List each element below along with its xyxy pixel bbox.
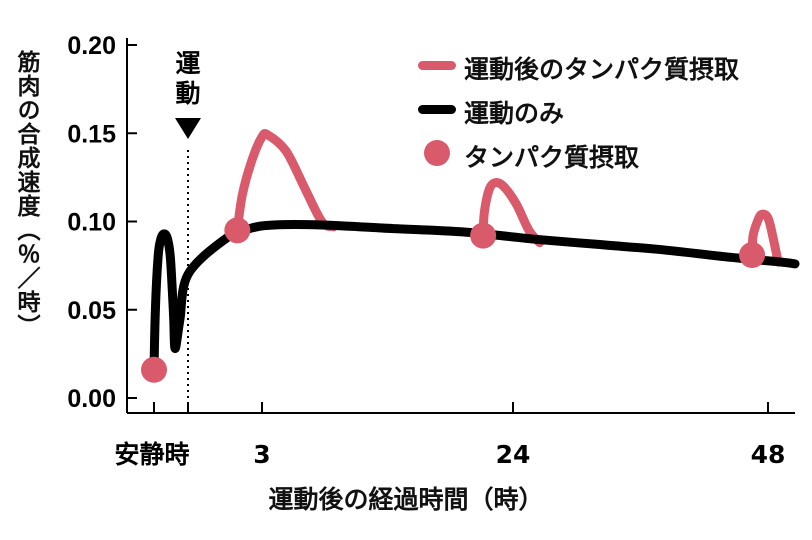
y-axis-label: 筋肉の合成速度（％／時） [13,50,39,338]
series-protein-after-exercise-peak [232,128,339,235]
x-axis-label: 運動後の経過時間（時） [268,485,544,514]
legend-label: タンパク質摂取 [464,143,640,172]
legend-swatch-black-line [416,102,458,116]
series-layer [149,128,800,375]
protein-intake-point [739,242,766,269]
exercise-arrow-icon [175,118,201,139]
series-protein-after-exercise-peak [478,178,545,248]
exercise-label: 運 [175,49,200,78]
axes [126,38,795,414]
tick-labels: 0.00 0.05 0.10 0.15 0.20 安静時 3 24 48 運動 [67,32,785,469]
legend-swatch-pink-line [416,58,458,72]
legend-label: 運動のみ [464,99,565,128]
markers-layer [141,217,766,383]
x-tick-label: 48 [751,440,786,469]
legend-item-protein-intake: タンパク質摂取 [416,136,812,180]
legend-label: 運動後のタンパク質摂取 [464,55,740,84]
legend: 運動後のタンパク質摂取 運動のみ タンパク質摂取 [416,48,812,180]
series-exercise-only-line [149,220,800,375]
legend-swatch-dot [416,140,458,166]
x-tick-label: 24 [496,440,531,469]
x-tick-label: 3 [253,440,270,469]
protein-intake-point [224,217,251,244]
legend-item-exercise-only: 運動のみ [416,92,812,136]
protein-intake-point [141,356,167,383]
y-tick-label: 0.05 [67,297,116,325]
series-protein-after-exercise-peak [747,209,783,267]
exercise-label: 動 [175,79,200,108]
y-tick-label: 0.20 [67,32,116,60]
protein-intake-point [470,222,497,249]
y-tick-label: 0.15 [67,120,116,148]
y-tick-label: 0.10 [67,209,116,237]
y-tick-label: 0.00 [67,385,116,413]
legend-item-protein-after-exercise: 運動後のタンパク質摂取 [416,48,812,92]
x-tick-label: 安静時 [114,440,189,469]
